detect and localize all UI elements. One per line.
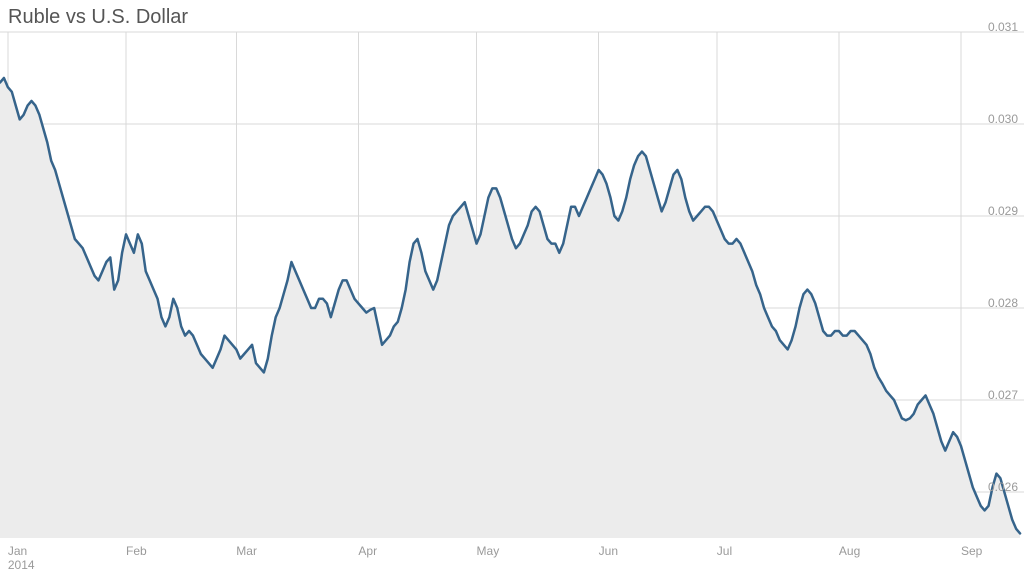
x-tick-label: May [477, 544, 500, 558]
x-tick-label: Sep [961, 544, 982, 558]
x-tick-label: Jun [599, 544, 618, 558]
chart-title: Ruble vs U.S. Dollar [8, 6, 188, 29]
x-tick-label: Aug [839, 544, 860, 558]
x-tick-label: Jan [8, 544, 27, 558]
y-tick-label: 0.030 [988, 112, 1018, 126]
y-tick-label: 0.028 [988, 296, 1018, 310]
x-tick-label: Jul [717, 544, 732, 558]
chart-plot-area [0, 0, 1024, 576]
x-year-label: 2014 [8, 558, 35, 572]
x-tick-label: Apr [358, 544, 377, 558]
y-tick-label: 0.026 [988, 480, 1018, 494]
y-tick-label: 0.031 [988, 20, 1018, 34]
y-tick-label: 0.029 [988, 204, 1018, 218]
y-tick-label: 0.027 [988, 388, 1018, 402]
chart-container: Ruble vs U.S. Dollar 0.026 0.027 0.028 0.02… [0, 0, 1024, 576]
x-tick-label: Mar [236, 544, 257, 558]
x-tick-label: Feb [126, 544, 147, 558]
